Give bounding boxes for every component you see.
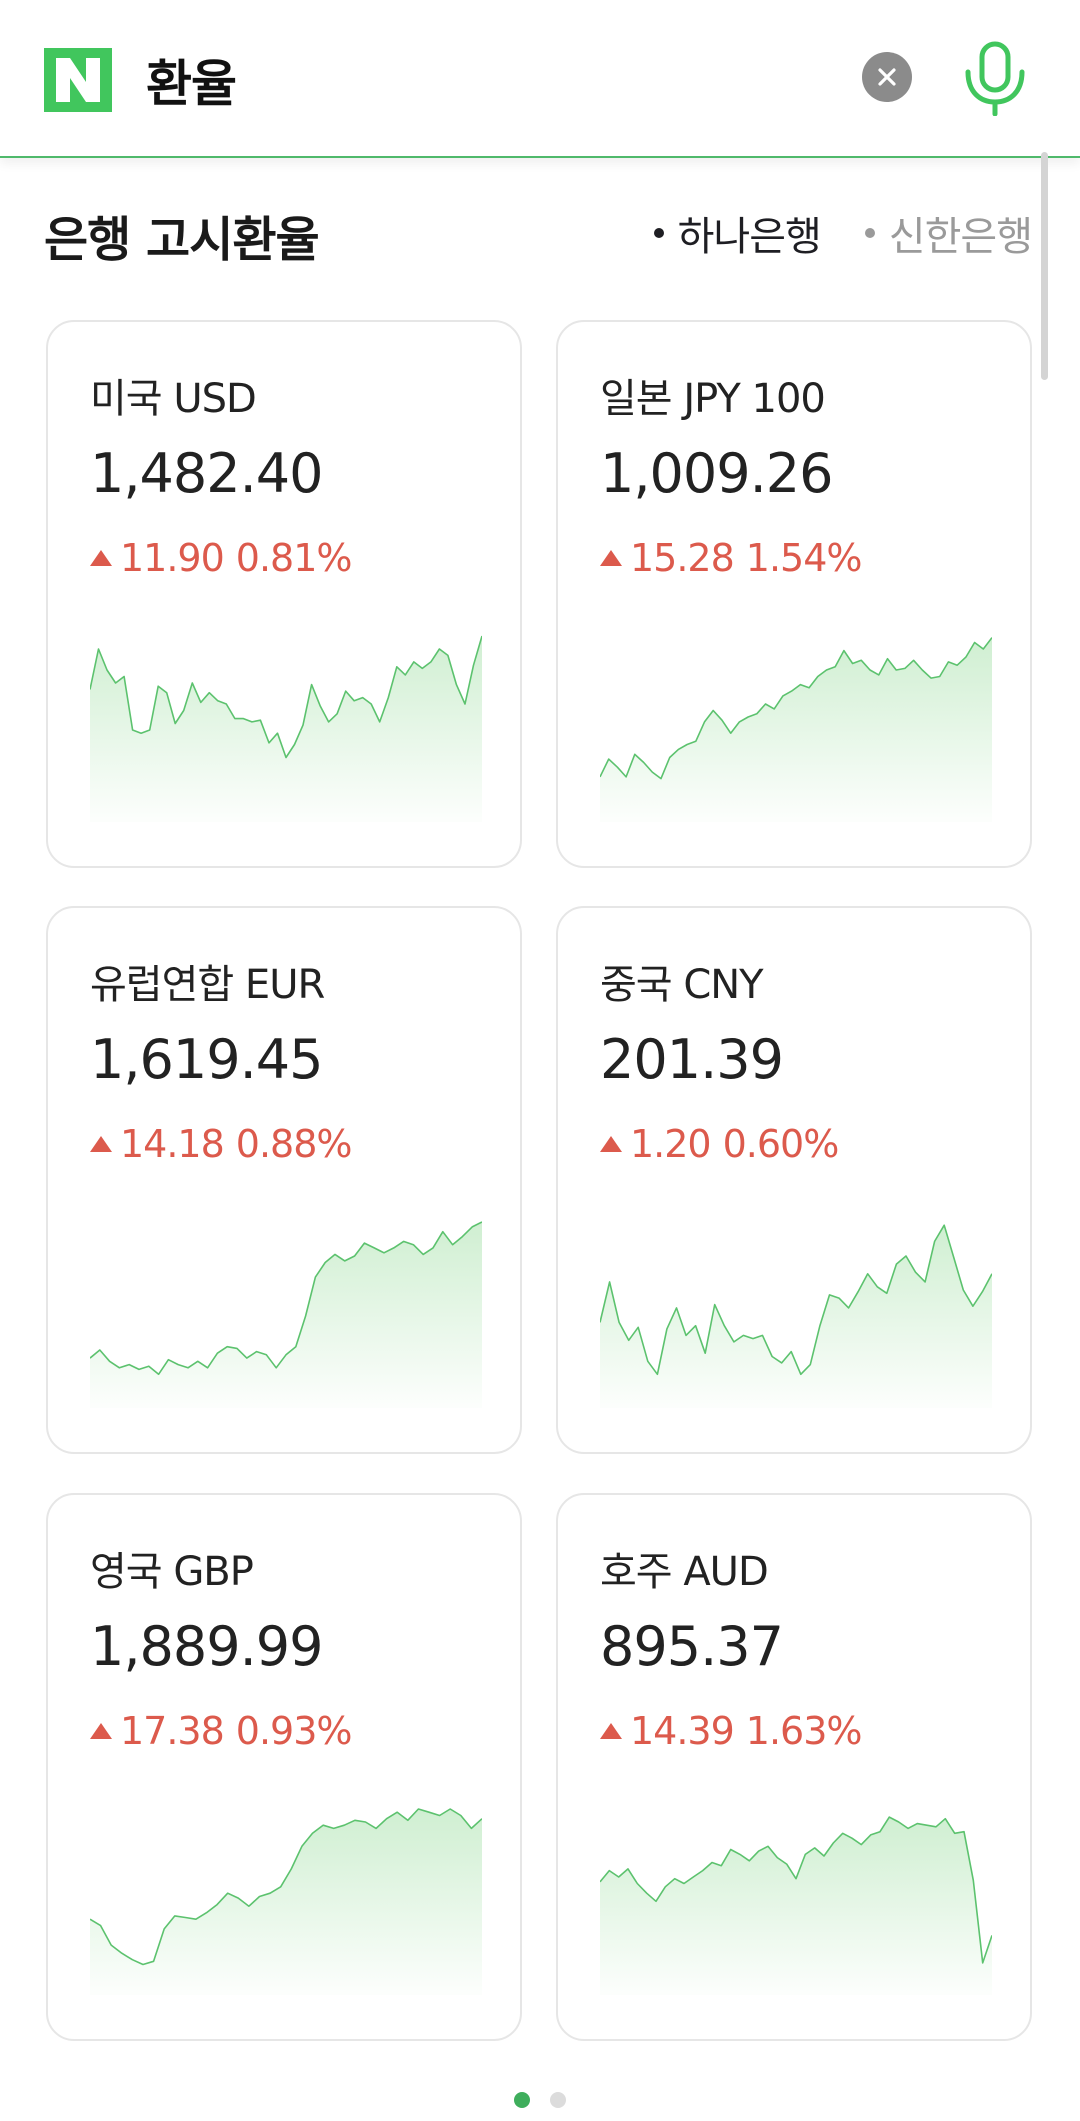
microphone-icon [965,41,1025,117]
change-percent: 0.60% [722,1122,840,1166]
triangle-up-icon [600,550,622,566]
sparkline-area [90,636,482,822]
trend-sparkline [90,1221,482,1408]
currency-name: 중국 CNY [600,962,764,1008]
currency-card-jpy[interactable]: 일본 JPY 100 1,009.26 15.28 1.54% [556,320,1032,868]
sparkline-line [90,635,482,759]
triangle-up-icon [600,1723,622,1739]
sparkline-line [600,1816,992,1964]
triangle-up-icon [90,1136,112,1152]
triangle-up-icon [600,1136,622,1152]
change-value: 14.39 [630,1709,735,1753]
section-title: 은행 고시환율 [44,212,320,268]
currency-name: 일본 JPY 100 [600,376,826,422]
page-dot-2[interactable] [550,2092,566,2108]
change-value: 17.38 [120,1709,225,1753]
tab-shinhan-bank[interactable]: 신한은행 [864,204,1033,262]
currency-card-usd[interactable]: 미국 USD 1,482.40 11.90 0.81% [46,320,522,868]
tab-hana-bank[interactable]: 하나은행 [653,204,822,262]
trend-sparkline [90,1808,482,1995]
currency-name: 유럽연합 EUR [90,962,325,1008]
sparkline-line [600,637,992,780]
currency-card-aud[interactable]: 호주 AUD 895.37 14.39 1.63% [556,1493,1032,2041]
sparkline-area [90,1809,482,1995]
sparkline-area [600,1225,992,1408]
bullet-dot [864,228,875,238]
rate-change: 11.90 0.81% [90,536,353,580]
currency-name: 영국 GBP [90,1549,254,1595]
sparkline-area [600,1817,992,1995]
exchange-rate: 1,889.99 [90,1615,323,1678]
sparkline-line [90,1221,482,1376]
currency-name: 호주 AUD [600,1549,769,1595]
exchange-rate: 895.37 [600,1615,784,1678]
triangle-up-icon [90,1723,112,1739]
voice-search-button[interactable] [962,40,1028,117]
sparkline-area [600,637,992,822]
search-query[interactable]: 환율 [146,55,237,113]
sparkline-line [600,1224,992,1376]
exchange-rate: 1,482.40 [90,442,323,505]
change-value: 15.28 [630,536,735,580]
change-percent: 1.54% [745,536,863,580]
exchange-rate: 1,009.26 [600,442,833,505]
tab-label: 신한은행 [888,214,1033,260]
currency-card-cny[interactable]: 중국 CNY 201.39 1.20 0.60% [556,906,1032,1454]
exchange-rate: 201.39 [600,1028,784,1091]
scrollbar[interactable] [1041,152,1048,380]
clear-search-button[interactable] [862,52,912,102]
exchange-rate: 1,619.45 [90,1028,323,1091]
bullet-dot [653,228,664,238]
currency-name: 미국 USD [90,376,257,422]
triangle-up-icon [90,550,112,566]
currency-card-eur[interactable]: 유럽연합 EUR 1,619.45 14.18 0.88% [46,906,522,1454]
page-indicator [0,2092,1080,2108]
rate-change: 1.20 0.60% [600,1122,840,1166]
sparkline-area [90,1222,482,1408]
trend-sparkline [600,637,992,822]
tab-label: 하나은행 [677,214,822,260]
currency-card-gbp[interactable]: 영국 GBP 1,889.99 17.38 0.93% [46,1493,522,2041]
change-percent: 0.88% [235,1122,353,1166]
page-dot-1[interactable] [514,2092,530,2108]
sparkline-line [90,1808,482,1966]
close-icon [878,68,896,86]
trend-sparkline [600,1224,992,1408]
change-percent: 0.93% [235,1709,353,1753]
trend-sparkline [90,635,482,822]
naver-logo[interactable] [44,48,112,112]
change-percent: 0.81% [235,536,353,580]
change-value: 11.90 [120,536,225,580]
bank-tabs: 하나은행 신한은행 [653,204,1033,262]
change-percent: 1.63% [745,1709,863,1753]
rate-change: 17.38 0.93% [90,1709,353,1753]
rate-change: 15.28 1.54% [600,536,863,580]
change-value: 1.20 [630,1122,712,1166]
rate-change: 14.39 1.63% [600,1709,863,1753]
change-value: 14.18 [120,1122,225,1166]
search-header: 환율 [0,0,1080,158]
rate-change: 14.18 0.88% [90,1122,353,1166]
trend-sparkline [600,1816,992,1995]
